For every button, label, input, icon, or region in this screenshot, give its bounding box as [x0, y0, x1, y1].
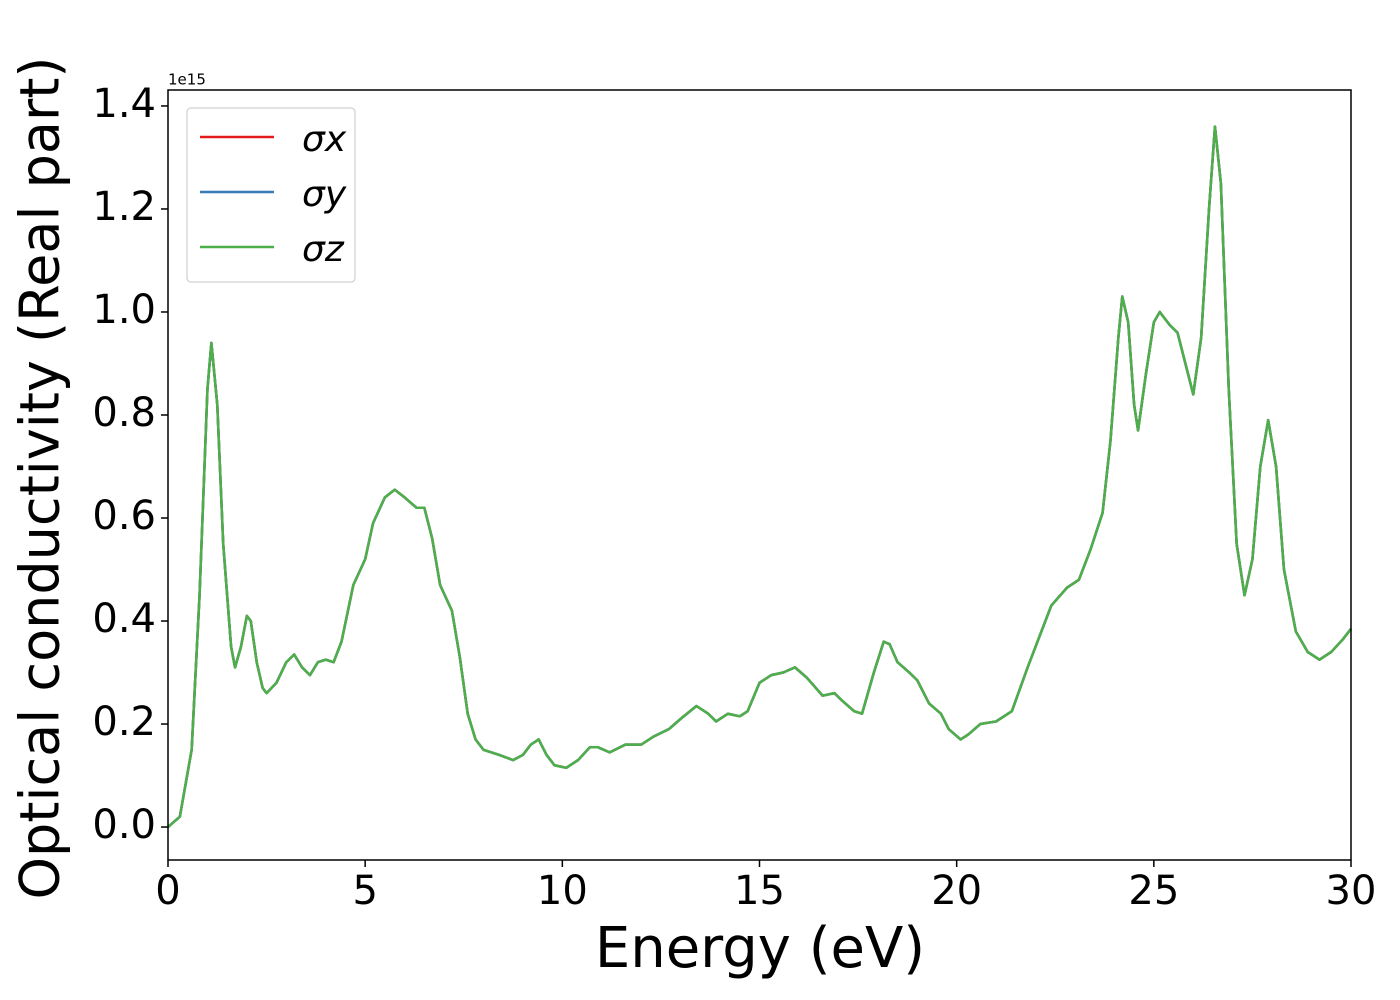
plot-frame	[167, 89, 1352, 861]
x-tick-label: 15	[734, 868, 785, 914]
legend-label: σy	[302, 174, 347, 215]
x-tick-label: 25	[1128, 868, 1179, 914]
y-tick-label: 0.0	[92, 802, 156, 848]
x-tick-label: 10	[537, 868, 588, 914]
legend-label: σx	[302, 119, 347, 160]
y-axis-label: Optical conductivity (Real part)	[9, 57, 72, 900]
y-tick-label: 0.4	[92, 596, 156, 642]
y-tick-label: 1.4	[92, 81, 156, 127]
offset-label: 1e15	[168, 71, 206, 89]
legend-label: σz	[302, 229, 345, 270]
x-tick-label: 30	[1326, 868, 1377, 914]
x-tick-label: 0	[155, 868, 180, 914]
legend-box	[186, 107, 356, 283]
y-tick-label: 1.2	[92, 184, 156, 230]
y-tick-label: 0.6	[92, 493, 156, 539]
y-tick-label: 0.2	[92, 699, 156, 745]
x-tick-label: 20	[931, 868, 982, 914]
y-tick-label: 1.0	[92, 287, 156, 333]
x-tick-label: 5	[352, 868, 377, 914]
series-line	[167, 125, 1352, 828]
x-axis-label: Energy (eV)	[595, 916, 925, 981]
y-tick-label: 0.8	[92, 390, 156, 436]
